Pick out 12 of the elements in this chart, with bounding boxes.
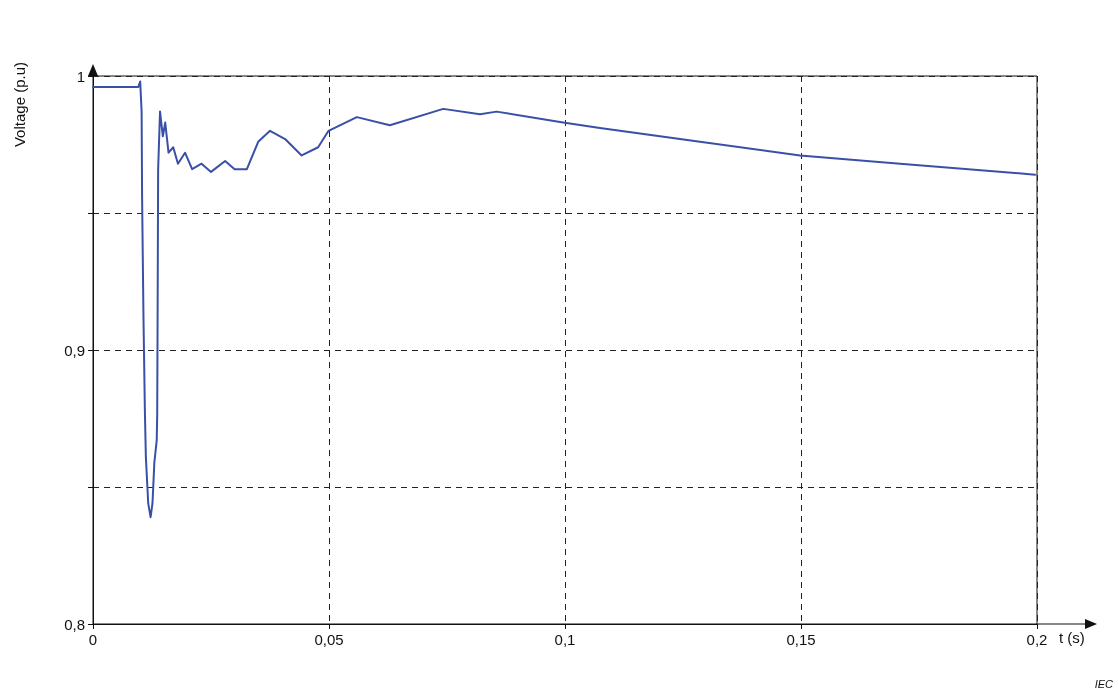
text: IEC	[1094, 677, 1114, 690]
x-tick-label: 0,2	[1026, 631, 1048, 648]
x-tick-label: 0	[88, 631, 98, 648]
y-tick-label: 0,8	[64, 615, 85, 633]
line-series	[92, 80, 1037, 519]
x-tick-label: 0,1	[554, 631, 576, 648]
y-tick-label: 1	[76, 67, 85, 85]
y-axis-title: Voltage (p.u)	[11, 61, 28, 148]
x-axis-title: t (s)	[1059, 629, 1085, 646]
x-tick-label: 0,15	[786, 631, 816, 648]
y-tick-label: 0,9	[64, 341, 85, 359]
x-tick-label: 0,05	[314, 631, 344, 648]
